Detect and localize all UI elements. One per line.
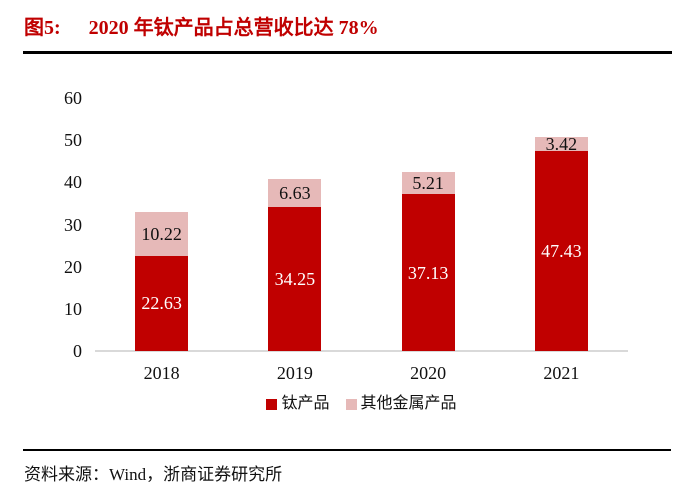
- x-axis-line: [95, 350, 628, 352]
- x-tick-label: 2018: [143, 363, 180, 383]
- bar-segment: 5.21: [401, 172, 455, 195]
- legend-label: 钛产品: [281, 395, 330, 412]
- bar-segment: 3.42: [534, 133, 588, 154]
- bar-segment: 6.63: [268, 178, 322, 207]
- figure-title-text: 2020 年钛产品占总营收比达 78%: [88, 17, 379, 39]
- legend: 钛产品 其他金属产品: [95, 394, 628, 414]
- legend-item: 钛产品: [266, 395, 330, 412]
- source-note: 资料来源：Wind，浙商证券研究所: [24, 465, 283, 484]
- bar-value-label: 37.13: [407, 262, 449, 283]
- y-tick-label: 10: [64, 298, 82, 319]
- stacked-bar-chart: 钛产品 其他金属产品 0 10 20 30 40 50 60 22.63 10.22 2018 34.…: [0, 60, 688, 430]
- bar-segment: 34.25: [268, 206, 322, 351]
- x-tick-label: 2019: [276, 363, 313, 383]
- bar-value-label: 22.63: [141, 293, 182, 314]
- legend-item: 其他金属产品: [345, 395, 457, 412]
- bar-value-label: 3.42: [545, 133, 578, 154]
- y-tick-label: 50: [64, 130, 82, 151]
- bottom-divider-line: [23, 449, 671, 451]
- y-tick-label: 40: [64, 172, 82, 193]
- x-tick-label: 2021: [543, 363, 580, 383]
- legend-label: 其他金属产品: [360, 395, 457, 412]
- bar-segment: 37.13: [401, 194, 455, 351]
- bar-value-label: 47.43: [541, 240, 582, 261]
- y-tick-label: 60: [64, 88, 82, 108]
- x-tick-label: 2020: [410, 363, 447, 383]
- bar-value-label: 6.63: [279, 182, 311, 203]
- figure-number-label: 图5:: [24, 17, 61, 39]
- y-tick-label: 30: [64, 214, 82, 235]
- bar-value-label: 34.25: [274, 268, 316, 289]
- bar-segment: 22.63: [135, 255, 189, 351]
- bar-value-label: 10.22: [141, 224, 182, 245]
- bar-value-label: 5.21: [412, 173, 444, 194]
- y-tick-label: 0: [73, 341, 82, 361]
- legend-swatch-icon: [266, 398, 278, 410]
- top-divider-line: [23, 51, 672, 54]
- bar-segment: 10.22: [135, 212, 189, 256]
- legend-swatch-icon: [345, 398, 357, 410]
- bar-segment: 47.43: [534, 151, 588, 351]
- y-tick-label: 20: [64, 256, 82, 277]
- figure-title: 图5: 2020 年钛产品占总营收比达 78%: [24, 11, 674, 40]
